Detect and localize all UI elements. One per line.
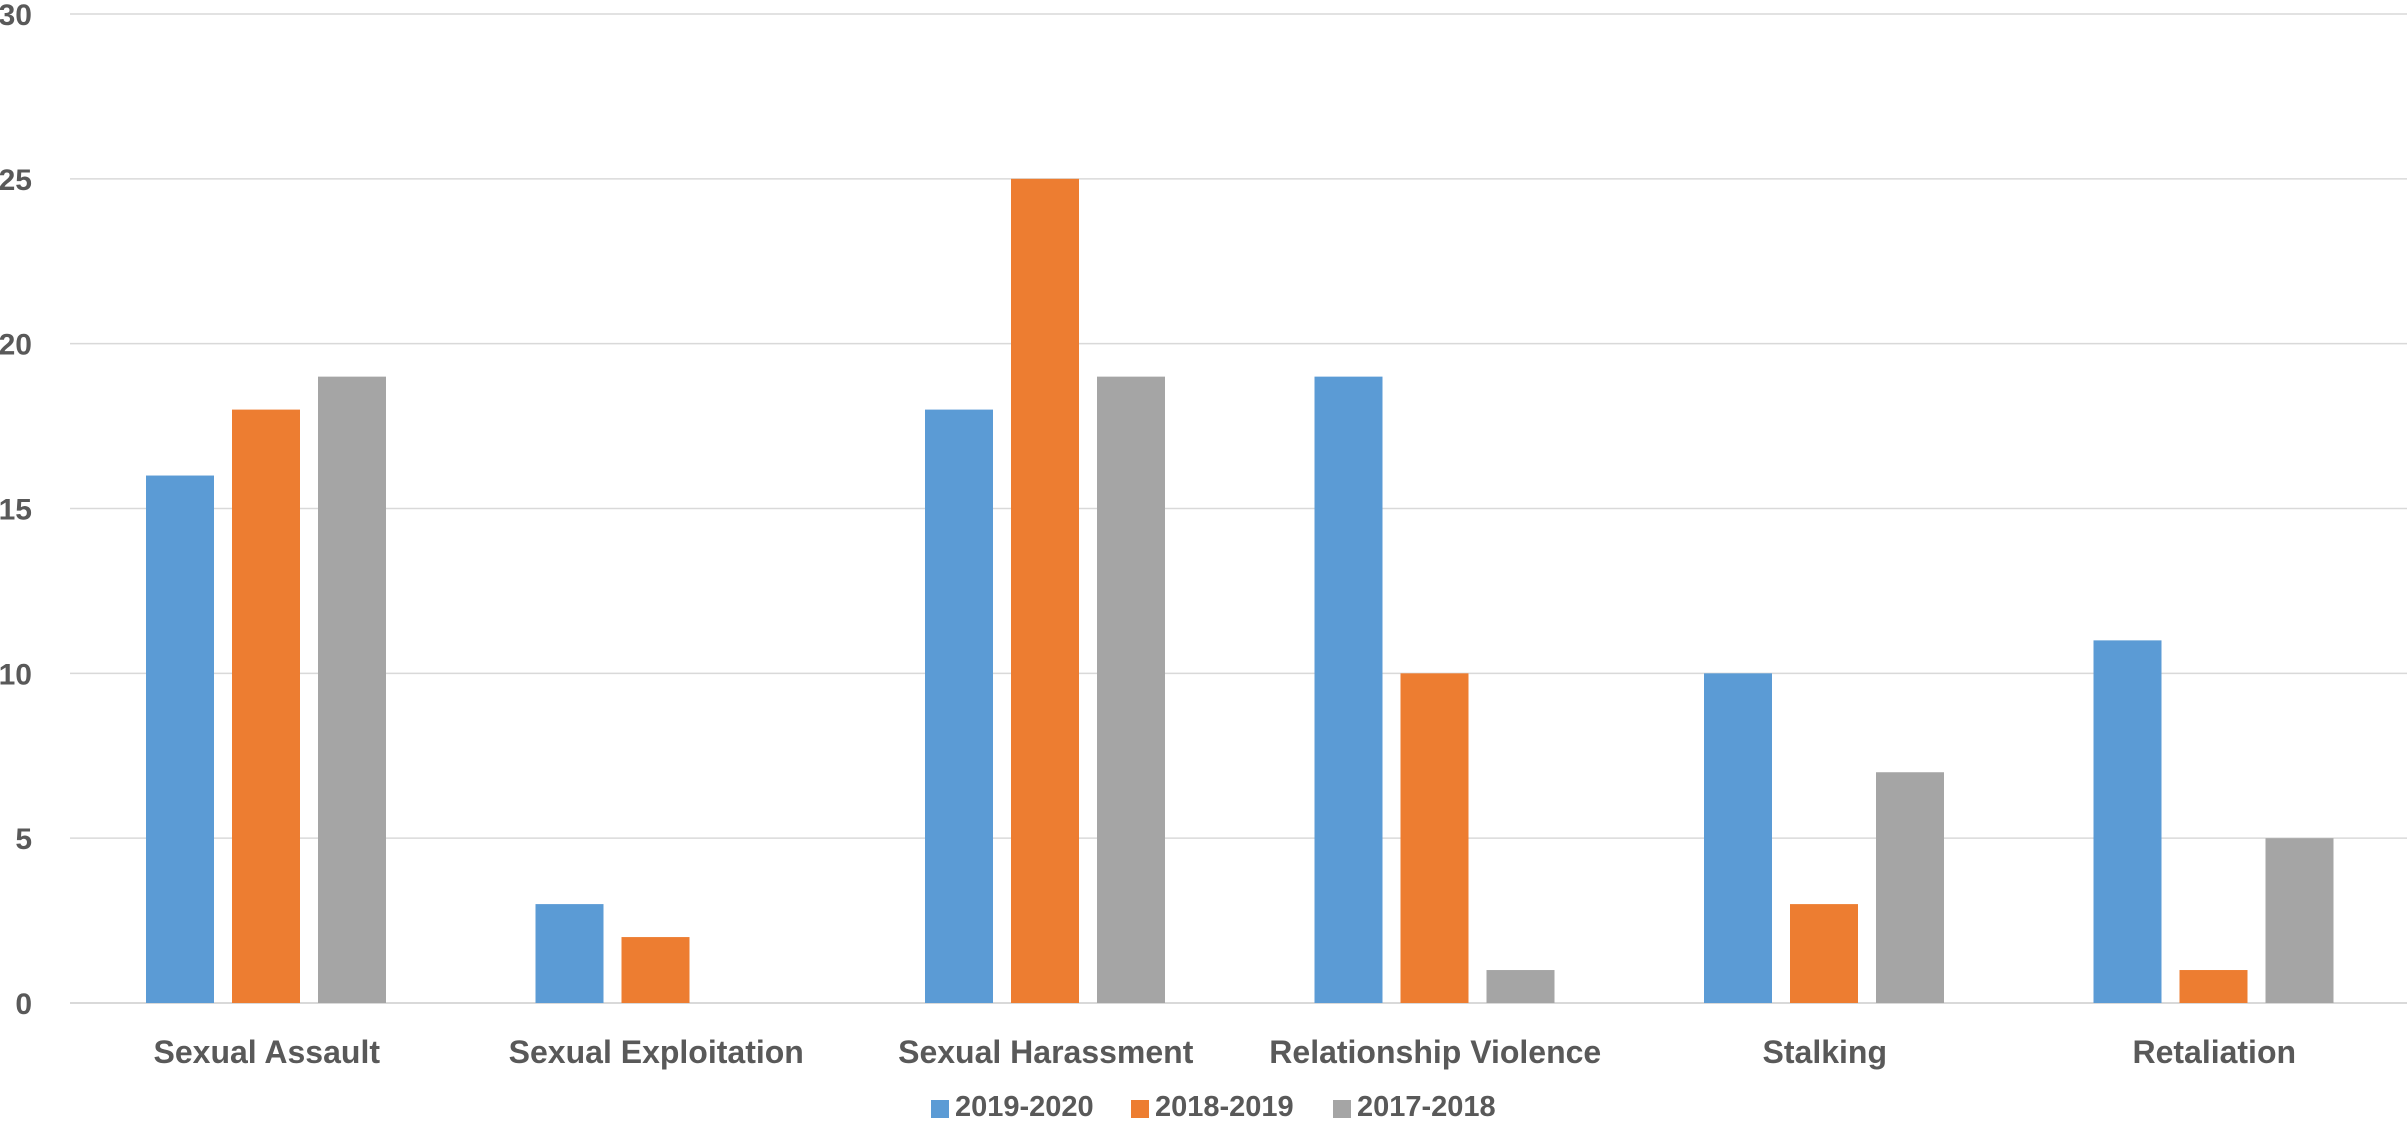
bar-2018-2019 <box>621 937 690 1003</box>
legend-label: 2018-2019 <box>1155 1091 1294 1123</box>
legend-swatch-2019-2020 <box>931 1100 949 1118</box>
category-label: Sexual Assault <box>154 1034 381 1070</box>
y-axis-ticks: 0 5 10 15 20 25 30 <box>0 0 32 1021</box>
bar-2019-2020 <box>1704 673 1772 1003</box>
bar-2019-2020 <box>1314 376 1383 1004</box>
category-label: Relationship Violence <box>1269 1034 1601 1070</box>
legend-swatch-2018-2019 <box>1131 1100 1149 1118</box>
bar-2017-2018 <box>1486 970 1555 1003</box>
bar-2018-2019 <box>232 409 300 1004</box>
gridlines <box>70 13 2407 1004</box>
y-tick-label: 15 <box>0 494 32 527</box>
bar-2017-2018 <box>2265 838 2334 1003</box>
bar-2019-2020 <box>535 904 604 1003</box>
y-tick-label: 10 <box>0 658 32 691</box>
bar-2019-2020 <box>925 409 993 1004</box>
x-axis-categories: Sexual Assault Sexual Exploitation Sexual … <box>154 1034 2297 1070</box>
legend-swatch-2017-2018 <box>1333 1100 1351 1118</box>
bar-2018-2019 <box>2179 970 2248 1003</box>
bar-2017-2018 <box>1876 772 1944 1003</box>
category-label: Sexual Exploitation <box>509 1034 804 1070</box>
bar-2018-2019 <box>1790 904 1858 1003</box>
legend: 2019-2020 2018-2019 2017-2018 <box>931 1091 1496 1123</box>
y-tick-label: 25 <box>0 164 32 197</box>
bar-2019-2020 <box>2093 640 2162 1003</box>
y-tick-label: 30 <box>0 0 32 32</box>
bar-2019-2020 <box>146 475 214 1003</box>
category-label: Stalking <box>1763 1034 1887 1070</box>
legend-label: 2019-2020 <box>955 1091 1094 1123</box>
legend-label: 2017-2018 <box>1357 1091 1496 1123</box>
y-tick-label: 20 <box>0 329 32 362</box>
bar-2018-2019 <box>1400 673 1469 1003</box>
bar-2017-2018 <box>1097 376 1165 1004</box>
bars <box>146 178 2334 1004</box>
bar-2018-2019 <box>1011 178 1079 1004</box>
bar-2017-2018 <box>318 376 386 1004</box>
y-tick-label: 5 <box>15 823 32 856</box>
y-tick-label: 0 <box>15 988 32 1021</box>
category-label: Retaliation <box>2132 1034 2296 1070</box>
category-label: Sexual Harassment <box>898 1034 1194 1070</box>
